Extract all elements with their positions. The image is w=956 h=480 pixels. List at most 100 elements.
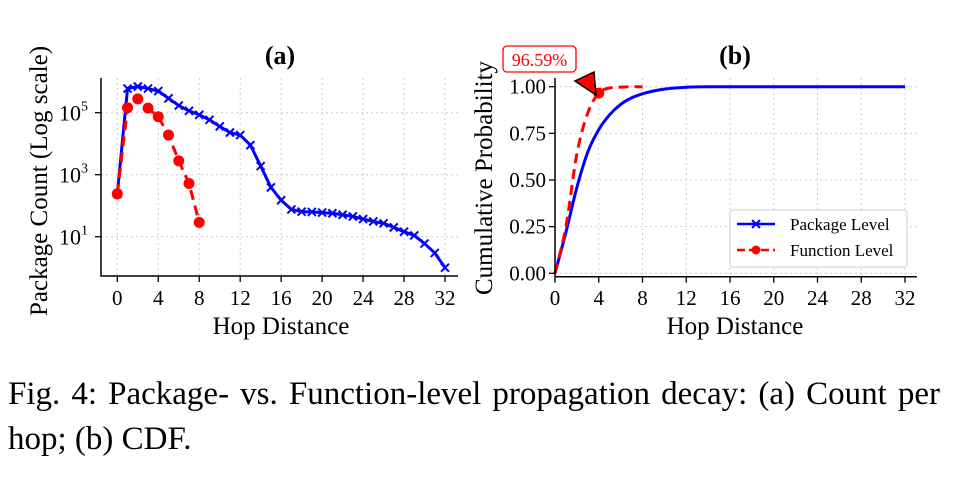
data-point-x-marker — [419, 238, 430, 249]
chart-a: 0 4 8 12 16 20 24 28 32 101 103 105 (a) Hop Distan… — [26, 41, 458, 340]
data-point-x-marker — [214, 121, 225, 132]
data-point-x-marker — [389, 222, 399, 233]
x-tick-label: 24 — [353, 286, 375, 310]
x-tick-label: 24 — [807, 286, 829, 310]
data-point-x-marker — [337, 210, 348, 220]
x-tick-label: 32 — [895, 286, 916, 310]
x-tick-label: 16 — [271, 286, 292, 310]
chart-a-xticks: 0 4 8 12 16 20 24 28 32 — [112, 276, 456, 310]
x-tick-label: 8 — [637, 286, 648, 310]
y-tick-label: 103 — [59, 162, 88, 188]
data-point-x-marker — [174, 100, 184, 111]
data-point-x-marker — [286, 204, 297, 215]
x-tick-label: 4 — [594, 286, 605, 310]
data-point-dot-marker — [132, 93, 144, 105]
data-point-x-marker — [409, 230, 419, 241]
data-point-x-marker — [430, 248, 440, 258]
data-point-x-marker — [163, 93, 174, 104]
chart-b-annotation: 96.59% — [502, 45, 597, 97]
y-tick-label: 0.75 — [509, 121, 546, 145]
annotation-text: 96.59% — [512, 50, 568, 70]
series-line — [553, 85, 643, 274]
data-point-x-marker — [184, 106, 194, 116]
chart-a-xlabel: Hop Distance — [213, 313, 350, 340]
x-tick-label: 28 — [394, 286, 415, 310]
data-point-x-marker — [348, 211, 358, 222]
data-point-x-marker — [194, 110, 204, 120]
x-tick-label: 12 — [230, 286, 251, 310]
data-point-dot-marker — [122, 102, 134, 114]
data-point-x-marker — [204, 115, 215, 125]
y-tick-label: 0.00 — [509, 261, 546, 285]
figure: 0 4 8 12 16 20 24 28 32 101 103 105 (a) Hop Distan… — [26, 41, 917, 340]
series-package-level — [112, 81, 450, 273]
data-point-x-marker — [358, 214, 368, 224]
annotation-arrow-icon — [573, 70, 597, 97]
data-point-x-marker — [296, 207, 307, 217]
chart-a-axes — [100, 78, 458, 277]
figure-caption: Fig. 4: Package- vs. Function-level prop… — [8, 376, 940, 457]
chart-a-grid — [101, 78, 458, 276]
chart-b-ylabel: Cumulative Probability — [471, 60, 498, 295]
chart-b-xlabel: Hop Distance — [667, 313, 804, 340]
chart-b: 0 4 8 12 16 20 24 28 32 0.00 0.25 0.50 0.75 1.00 (b)… — [471, 41, 917, 340]
y-tick-label: 101 — [59, 224, 88, 250]
chart-a-yticks: 101 103 105 — [59, 100, 101, 250]
y-tick-label: 0.50 — [509, 168, 546, 192]
data-point-x-marker — [153, 86, 163, 96]
data-point-x-marker — [133, 81, 143, 92]
data-point-x-marker — [255, 161, 266, 171]
chart-b-xticks: 0 4 8 12 16 20 24 28 32 — [550, 276, 916, 310]
data-point-x-marker — [245, 140, 256, 150]
data-point-dot-marker — [142, 102, 154, 114]
data-point-x-marker — [317, 207, 327, 218]
x-tick-label: 20 — [312, 286, 333, 310]
data-point-x-marker — [327, 208, 338, 218]
series-function-level — [111, 93, 205, 228]
data-point-x-marker — [378, 218, 389, 229]
data-point-x-marker — [440, 262, 450, 273]
data-point-dot-marker — [193, 216, 205, 228]
data-point-dot-marker — [163, 129, 175, 141]
x-tick-label: 32 — [435, 286, 456, 310]
data-point-dot-marker — [173, 155, 185, 167]
annotation-box — [502, 45, 577, 73]
x-tick-label: 8 — [194, 286, 205, 310]
data-point-x-marker — [266, 182, 276, 193]
x-tick-label: 20 — [763, 286, 784, 310]
chart-b-yticks: 0.00 0.25 0.50 0.75 1.00 — [509, 75, 555, 285]
y-tick-label: 105 — [59, 100, 88, 126]
y-tick-label: 1.00 — [509, 75, 546, 99]
data-point-x-marker — [399, 226, 409, 237]
legend-package-marker-x-icon — [751, 219, 761, 229]
data-point-x-marker — [368, 216, 379, 227]
data-point-x-marker — [225, 127, 235, 138]
legend-function-marker-dot-icon — [751, 245, 761, 255]
data-point-dot-marker — [111, 188, 123, 200]
x-tick-label: 28 — [851, 286, 872, 310]
data-point-x-marker — [235, 130, 245, 140]
legend-package-label: Package Level — [790, 215, 890, 234]
x-tick-label: 0 — [550, 286, 561, 310]
series-line — [115, 97, 201, 223]
data-point-x-marker — [276, 195, 286, 205]
x-tick-label: 4 — [153, 286, 164, 310]
chart-b-axes — [554, 78, 917, 278]
y-tick-label: 0.25 — [509, 215, 546, 239]
data-point-x-marker — [122, 83, 133, 94]
chart-b-title: (b) — [719, 41, 751, 70]
data-point-x-marker — [143, 83, 153, 94]
chart-a-series — [111, 81, 450, 273]
x-tick-label: 0 — [112, 286, 123, 310]
legend-function-label: Function Level — [790, 241, 894, 260]
x-tick-label: 12 — [676, 286, 697, 310]
data-point-x-marker — [307, 207, 317, 217]
chart-a-title: (a) — [265, 41, 295, 70]
chart-b-legend: Package Level Function Level — [729, 209, 908, 268]
series-line — [553, 85, 905, 274]
data-point-dot-marker — [183, 178, 195, 190]
chart-a-ylabel: Package Count (Log scale) — [26, 46, 53, 316]
data-point-dot-marker — [152, 111, 164, 123]
series-package-level — [553, 85, 905, 274]
x-tick-label: 16 — [720, 286, 741, 310]
